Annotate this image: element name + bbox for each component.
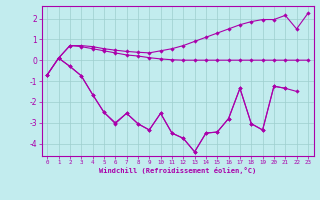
X-axis label: Windchill (Refroidissement éolien,°C): Windchill (Refroidissement éolien,°C) — [99, 167, 256, 174]
